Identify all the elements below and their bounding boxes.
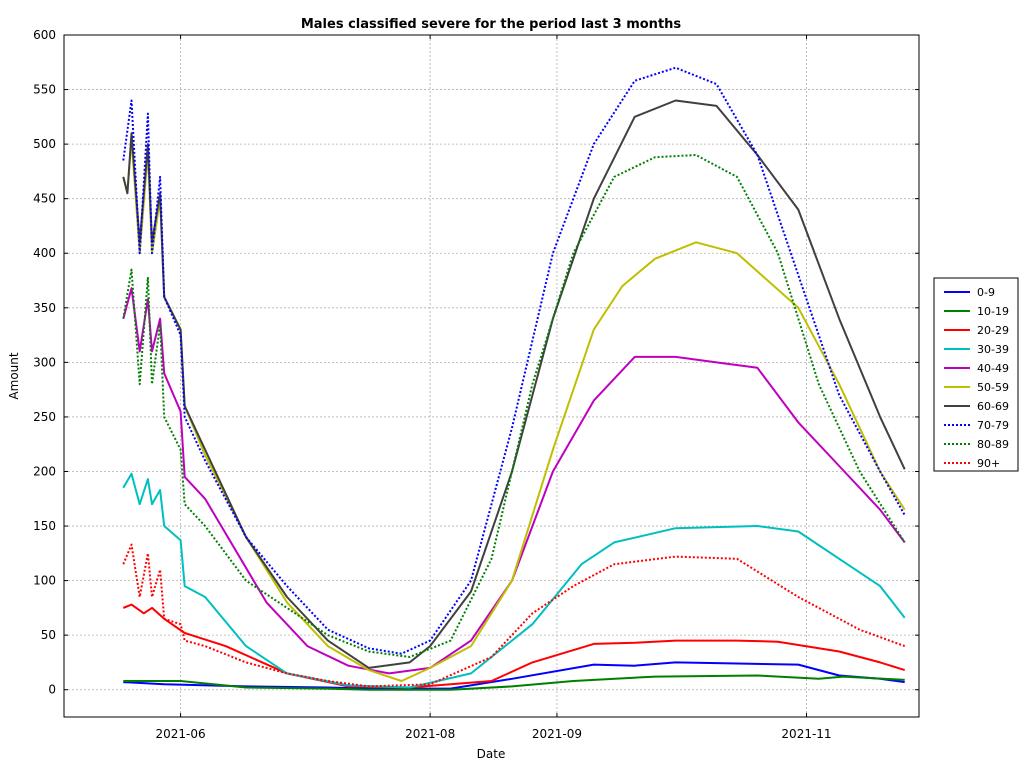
y-tick-label: 300: [33, 355, 56, 369]
legend-label: 0-9: [977, 286, 995, 299]
legend-label: 60-69: [977, 400, 1009, 413]
y-axis-label: Amount: [7, 352, 21, 399]
y-tick-label: 550: [33, 83, 56, 97]
x-tick-label: 2021-09: [532, 727, 582, 741]
y-tick-label: 250: [33, 410, 56, 424]
legend-label: 30-39: [977, 343, 1009, 356]
legend-label: 40-49: [977, 362, 1009, 375]
series-line-70-79: [122, 66, 906, 655]
y-tick-label: 500: [33, 137, 56, 151]
legend-label: 90+: [977, 457, 1000, 470]
series-line-10-19: [123, 674, 905, 691]
legend: 0-9 10-19 20-29 30-39 40-49 50-59 60-69 70-79 80…: [933, 277, 1019, 472]
x-axis-ticks: 2021-06 2021-08 2021-09 2021-11: [156, 35, 832, 741]
y-tick-label: 0: [48, 683, 56, 697]
chart-title: Males classified severe for the period l…: [301, 17, 682, 32]
legend-label: 10-19: [977, 305, 1009, 318]
y-tick-label: 600: [33, 28, 56, 42]
legend-label: 50-59: [977, 381, 1009, 394]
y-tick-label: 350: [33, 301, 56, 315]
y-tick-label: 450: [33, 192, 56, 206]
legend-label: 70-79: [977, 419, 1009, 432]
series-line-90+: [122, 543, 906, 688]
x-axis-label: Date: [477, 747, 506, 761]
y-tick-label: 150: [33, 519, 56, 533]
y-tick-label: 200: [33, 464, 56, 478]
plot-frame: [63, 34, 920, 718]
y-tick-label: 400: [33, 246, 56, 260]
x-tick-label: 2021-08: [405, 727, 455, 741]
series-line-50-59: [122, 137, 906, 682]
series-line-80-89: [122, 154, 906, 658]
series-line-0-9: [123, 661, 905, 690]
series-lines: [122, 66, 906, 691]
series-line-20-29: [122, 603, 905, 689]
y-tick-label: 50: [41, 628, 56, 642]
y-axis-ticks: 0 50 100 150 200 250 300 350 400 450 500 550 600: [33, 28, 919, 697]
legend-label: 80-89: [977, 438, 1009, 451]
legend-label: 20-29: [977, 324, 1009, 337]
series-line-60-69: [122, 99, 906, 669]
series-line-40-49: [122, 287, 906, 675]
x-tick-label: 2021-06: [156, 727, 206, 741]
x-tick-label: 2021-11: [781, 727, 831, 741]
y-tick-label: 100: [33, 574, 56, 588]
